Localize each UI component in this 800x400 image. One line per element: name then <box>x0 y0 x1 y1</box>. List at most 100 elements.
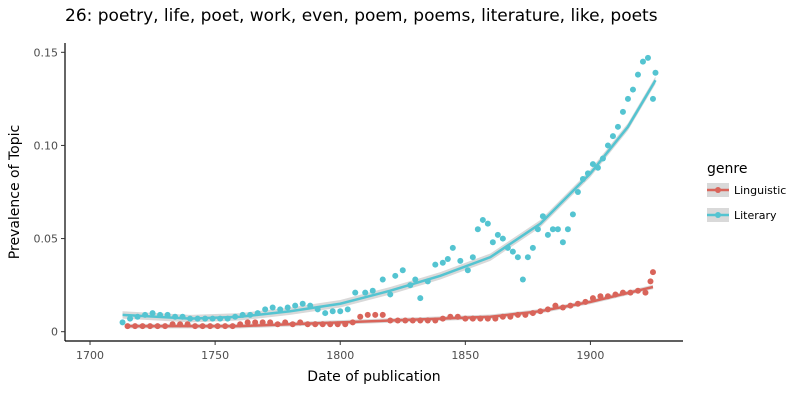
point-literary-67 <box>564 226 571 233</box>
point-linguistic-13 <box>222 323 229 330</box>
y-tick-label-3: 0.15 <box>34 46 59 59</box>
point-literary-55 <box>504 244 511 251</box>
point-linguistic-48 <box>484 315 491 322</box>
point-linguistic-52 <box>514 311 521 318</box>
point-linguistic-12 <box>214 323 221 330</box>
point-literary-30 <box>344 306 351 313</box>
point-literary-0 <box>119 319 126 326</box>
legend: genre Linguistic Literary <box>707 161 786 222</box>
point-literary-54 <box>499 235 506 242</box>
trend-line-literary <box>122 79 657 320</box>
point-linguistic-27 <box>327 321 334 328</box>
point-literary-31 <box>352 289 359 296</box>
point-literary-59 <box>524 254 531 261</box>
point-linguistic-43 <box>447 313 454 320</box>
point-literary-12 <box>209 315 216 322</box>
point-literary-24 <box>299 300 306 307</box>
point-literary-69 <box>574 189 581 195</box>
point-literary-9 <box>187 315 194 322</box>
point-literary-60 <box>529 244 536 251</box>
point-literary-75 <box>604 142 611 149</box>
point-literary-26 <box>314 306 321 313</box>
point-literary-43 <box>439 259 446 266</box>
point-literary-40 <box>417 295 424 302</box>
point-literary-23 <box>292 302 299 309</box>
legend-key-point-literary <box>715 212 721 218</box>
point-literary-4 <box>149 310 156 317</box>
point-linguistic-71 <box>649 269 656 276</box>
point-linguistic-17 <box>252 319 259 326</box>
point-linguistic-59 <box>567 302 574 309</box>
point-literary-1 <box>127 315 134 322</box>
point-literary-66 <box>559 239 566 246</box>
point-literary-18 <box>254 310 261 317</box>
point-literary-79 <box>624 95 631 102</box>
point-literary-49 <box>474 226 481 233</box>
point-literary-84 <box>649 95 656 102</box>
point-literary-41 <box>424 278 431 285</box>
y-tick-label-1: 0.05 <box>34 233 59 246</box>
point-linguistic-40 <box>424 317 431 324</box>
point-literary-80 <box>629 86 636 93</box>
point-linguistic-34 <box>379 311 386 318</box>
point-linguistic-7 <box>177 321 184 328</box>
point-literary-13 <box>217 315 224 322</box>
point-linguistic-69 <box>642 289 649 296</box>
point-linguistic-19 <box>267 319 274 326</box>
point-linguistic-24 <box>304 321 311 328</box>
point-literary-15 <box>232 313 239 320</box>
point-literary-56 <box>509 248 516 255</box>
point-linguistic-70 <box>647 278 654 285</box>
point-linguistic-1 <box>132 323 139 330</box>
point-literary-42 <box>432 261 439 268</box>
point-linguistic-14 <box>229 323 236 330</box>
point-literary-52 <box>489 239 496 246</box>
point-linguistic-31 <box>357 313 364 320</box>
point-linguistic-54 <box>529 310 536 317</box>
point-linguistic-61 <box>582 298 589 305</box>
point-linguistic-53 <box>522 311 529 318</box>
point-literary-38 <box>407 282 414 289</box>
point-linguistic-42 <box>439 315 446 322</box>
point-linguistic-11 <box>207 323 214 330</box>
point-literary-11 <box>202 315 209 322</box>
point-linguistic-26 <box>319 321 326 328</box>
point-linguistic-21 <box>282 319 289 326</box>
point-literary-71 <box>584 170 591 177</box>
legend-label-linguistic: Linguistic <box>734 184 786 197</box>
point-linguistic-28 <box>334 321 341 328</box>
point-literary-14 <box>224 315 231 322</box>
point-linguistic-23 <box>297 319 304 326</box>
point-linguistic-46 <box>469 315 476 322</box>
point-linguistic-66 <box>619 289 626 296</box>
point-literary-17 <box>247 311 254 318</box>
trend-ribbon-literary <box>122 76 656 323</box>
point-literary-19 <box>262 306 269 313</box>
point-literary-82 <box>639 58 646 65</box>
point-literary-32 <box>362 289 369 296</box>
point-literary-44 <box>444 256 451 263</box>
legend-key-point-linguistic <box>715 187 721 193</box>
point-literary-81 <box>634 71 641 78</box>
point-literary-27 <box>322 310 329 317</box>
point-linguistic-39 <box>417 317 424 324</box>
point-literary-61 <box>534 226 541 233</box>
point-literary-58 <box>519 276 526 283</box>
point-linguistic-8 <box>184 321 191 328</box>
point-linguistic-2 <box>139 323 146 330</box>
point-linguistic-33 <box>372 311 379 318</box>
point-literary-7 <box>172 313 179 320</box>
legend-title: genre <box>707 161 747 177</box>
point-linguistic-57 <box>552 302 559 309</box>
points-layer <box>119 54 659 330</box>
point-literary-53 <box>494 231 501 238</box>
point-linguistic-37 <box>402 317 409 324</box>
point-literary-45 <box>449 244 456 251</box>
point-linguistic-20 <box>274 321 281 328</box>
chart-title: 26: poetry, life, poet, work, even, poem… <box>65 6 658 26</box>
point-linguistic-22 <box>289 321 296 328</box>
x-tick-label-1900: 1900 <box>576 349 604 362</box>
point-literary-39 <box>412 276 419 283</box>
point-linguistic-3 <box>147 323 154 330</box>
point-linguistic-10 <box>199 323 206 330</box>
